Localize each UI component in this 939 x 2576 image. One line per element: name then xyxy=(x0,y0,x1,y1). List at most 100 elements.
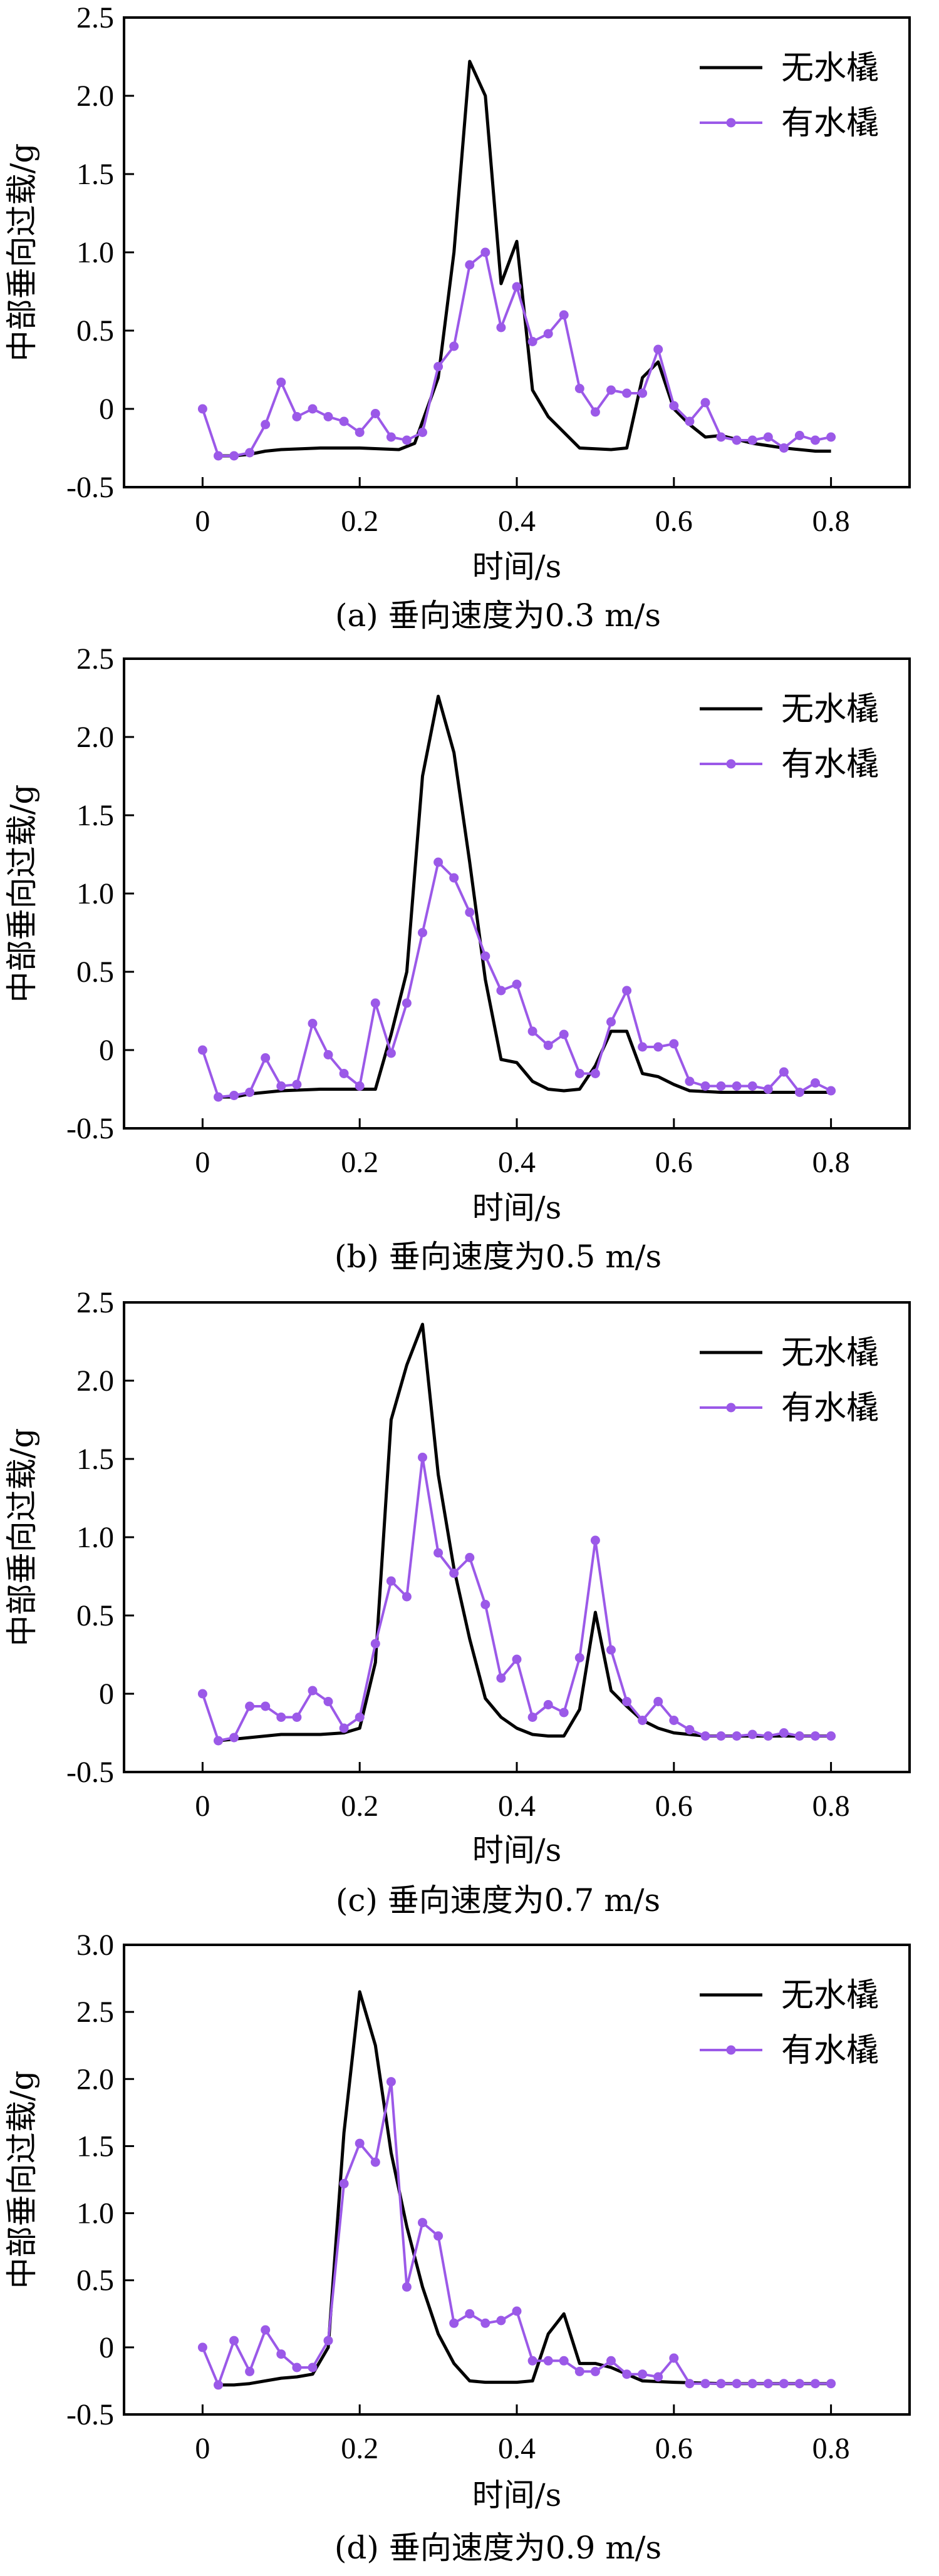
data-point xyxy=(732,435,742,445)
plot-frame xyxy=(123,16,911,488)
data-point xyxy=(496,2316,506,2326)
data-point xyxy=(245,2366,255,2376)
y-tick-label: 2.5 xyxy=(76,1,114,34)
x-tick-label: 0.6 xyxy=(655,2432,693,2465)
series-line-no-ski xyxy=(218,1990,831,2387)
data-point xyxy=(402,435,412,445)
data-point xyxy=(370,2157,380,2167)
data-point xyxy=(465,907,475,917)
data-point xyxy=(747,1729,757,1739)
y-tick-label: 0 xyxy=(99,1034,114,1067)
data-point xyxy=(638,1042,648,1052)
x-tick-label: 0.6 xyxy=(655,505,693,538)
data-point xyxy=(323,2336,333,2346)
data-point xyxy=(512,282,522,292)
data-point xyxy=(197,2342,207,2352)
x-tick-label: 0 xyxy=(195,1146,210,1179)
y-tick-label: -0.5 xyxy=(66,1756,114,1789)
data-point xyxy=(779,1728,789,1738)
data-point xyxy=(323,1697,333,1706)
x-axis-title: 时间/s xyxy=(472,1832,562,1868)
y-axis-title: 中部垂向过载/g xyxy=(4,143,40,362)
data-point xyxy=(465,260,475,270)
chart-caption: (b) 垂向速度为0.5 m/s xyxy=(335,1239,661,1275)
data-point xyxy=(747,1081,757,1091)
data-point xyxy=(339,416,349,426)
legend-label: 有水橇 xyxy=(781,1389,879,1427)
data-point xyxy=(465,1553,475,1562)
data-point xyxy=(402,2282,412,2292)
y-tick-label: 0 xyxy=(99,2331,114,2364)
x-tick-label: 0.2 xyxy=(341,505,378,538)
data-point xyxy=(339,1723,349,1733)
data-point xyxy=(480,951,490,961)
data-point xyxy=(197,1689,207,1699)
data-point xyxy=(418,2218,427,2228)
y-tick-label: 1.0 xyxy=(76,1521,114,1554)
data-point xyxy=(669,1716,679,1725)
data-point xyxy=(826,2379,836,2389)
data-point xyxy=(276,378,286,387)
x-tick-label: 0 xyxy=(195,2432,210,2465)
data-point xyxy=(496,986,506,996)
data-point xyxy=(355,428,365,437)
y-tick-label: 1.0 xyxy=(76,236,114,269)
data-point xyxy=(496,322,506,332)
data-point xyxy=(747,435,757,445)
data-point xyxy=(308,404,318,414)
data-point xyxy=(292,2362,302,2372)
x-tick-label: 0.4 xyxy=(498,1146,536,1179)
legend-label: 无水橇 xyxy=(781,691,879,728)
chart-panels: 0 0.2 0.4 0.6 0.8-0.500.51.01.52.02.5无水橇有水橇时… xyxy=(4,1,911,2566)
data-point xyxy=(292,1079,302,1090)
data-point xyxy=(700,1081,710,1091)
legend-label: 有水橇 xyxy=(781,746,879,783)
data-point xyxy=(433,857,444,867)
data-point xyxy=(418,928,427,937)
data-point xyxy=(370,1639,380,1649)
data-point xyxy=(653,1697,663,1706)
data-point xyxy=(590,1535,600,1545)
data-point xyxy=(669,1039,679,1049)
data-point xyxy=(449,2318,459,2328)
y-tick-label: 1.5 xyxy=(76,799,114,832)
data-point xyxy=(386,2077,396,2087)
data-point xyxy=(323,1050,333,1059)
data-point xyxy=(763,1084,773,1094)
data-point xyxy=(826,432,836,442)
data-point xyxy=(449,341,459,351)
data-point xyxy=(716,2379,726,2389)
data-point xyxy=(811,1078,820,1088)
data-point xyxy=(276,1081,286,1091)
data-point xyxy=(261,420,271,430)
data-point xyxy=(449,1569,459,1578)
y-tick-label: 0 xyxy=(99,393,114,426)
data-point xyxy=(590,2366,600,2376)
data-point xyxy=(229,1733,239,1743)
data-point xyxy=(355,1713,365,1722)
x-tick-label: 0.4 xyxy=(498,2432,536,2465)
y-axis-title: 中部垂向过载/g xyxy=(4,1428,40,1647)
x-tick-label: 0.8 xyxy=(812,1790,850,1823)
y-tick-label: 3.0 xyxy=(76,1929,114,1962)
data-point xyxy=(811,435,820,445)
data-point xyxy=(574,2366,584,2376)
data-point xyxy=(323,412,333,421)
y-axis-title: 中部垂向过载/g xyxy=(4,785,40,1003)
data-point xyxy=(480,2318,490,2328)
legend-label: 有水橇 xyxy=(781,105,879,142)
x-tick-label: 0.8 xyxy=(812,505,850,538)
data-point xyxy=(308,1686,318,1696)
data-point xyxy=(245,1701,255,1711)
data-point xyxy=(261,2325,271,2335)
data-point xyxy=(527,1026,537,1036)
x-tick-label: 0.6 xyxy=(655,1790,693,1823)
y-tick-label: 2.0 xyxy=(76,1364,114,1398)
chart-panel: 0 0.2 0.4 0.6 0.8 -0.5 0 0.5 1.0 1.5 2.0 2.5 无水橇有水橇时… xyxy=(4,1286,911,1919)
y-tick-label: 0.5 xyxy=(76,1599,114,1632)
plot-frame xyxy=(123,1944,911,2416)
x-axis-title: 时间/s xyxy=(472,1190,562,1226)
data-point xyxy=(700,398,710,408)
y-tick-label: 0 xyxy=(99,1677,114,1711)
